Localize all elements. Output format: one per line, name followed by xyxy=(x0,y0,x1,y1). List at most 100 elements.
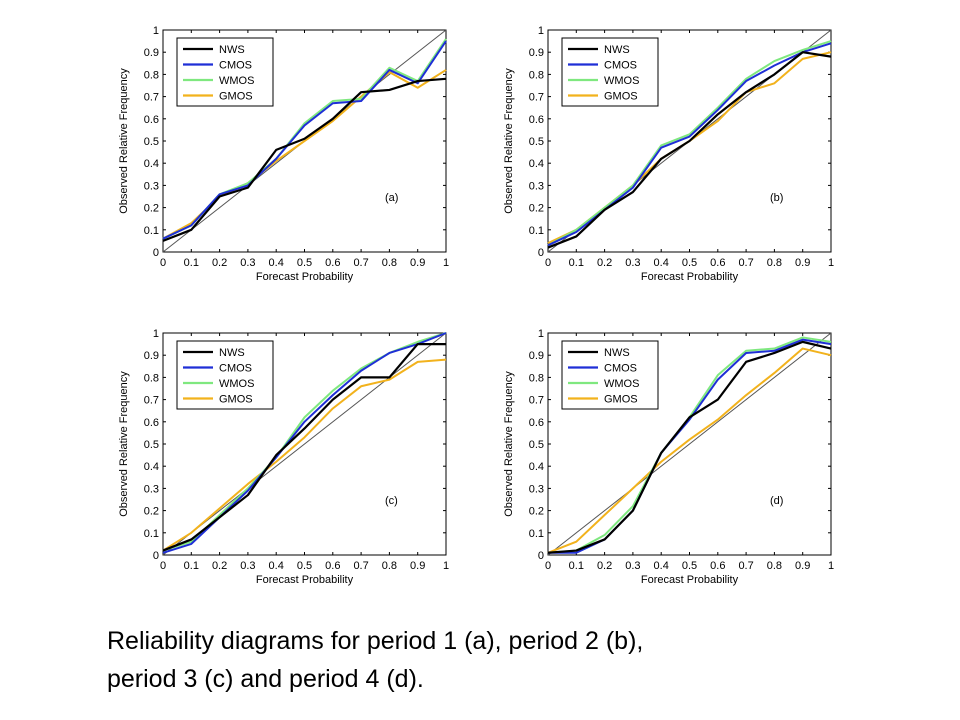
y-tick-label: 0.6 xyxy=(529,114,544,126)
y-tick-label: 0.7 xyxy=(144,92,159,104)
caption-line-1: Reliability diagrams for period 1 (a), p… xyxy=(107,627,644,655)
caption-line-2: period 3 (c) and period 4 (d). xyxy=(107,665,424,693)
legend-label-wmos: WMOS xyxy=(604,75,639,87)
y-tick-label: 0.6 xyxy=(529,417,544,429)
reliability-diagrams-figure: 0 0.1 0.2 0.3 0.4 0.5 0.6 0.7 0.8 0.9 1 0 0.1 0.2 0.3 0… xyxy=(118,25,834,586)
y-tick-label: 0.1 xyxy=(529,528,544,540)
y-tick-label: 0.9 xyxy=(144,47,159,59)
y-tick-label: 0.4 xyxy=(529,461,544,473)
legend-label-wmos: WMOS xyxy=(604,378,639,390)
y-tick-label: 0 xyxy=(538,550,544,562)
legend-label-nws: NWS xyxy=(219,347,245,359)
y-tick-label: 0.5 xyxy=(529,439,544,451)
series-line-nws xyxy=(162,343,446,552)
y-tick-label: 0.8 xyxy=(529,69,544,81)
x-tick-label: 0.2 xyxy=(212,257,227,269)
x-tick-label: 0.3 xyxy=(625,560,640,572)
perfect-reliability-diagonal xyxy=(547,332,832,556)
x-tick-label: 0.9 xyxy=(795,257,810,269)
x-axis-label: Forecast Probability xyxy=(641,271,739,283)
legend-label-gmos: GMOS xyxy=(219,91,253,103)
legend-label-nws: NWS xyxy=(604,44,630,56)
y-tick-label: 0.5 xyxy=(144,439,159,451)
x-tick-label: 0.3 xyxy=(625,257,640,269)
y-tick-label: 0.3 xyxy=(529,483,544,495)
x-tick-label: 0.3 xyxy=(240,560,255,572)
legend-label-cmos: CMOS xyxy=(219,363,252,375)
x-tick-label: 0.5 xyxy=(297,257,312,269)
y-tick-label: 1 xyxy=(153,25,159,37)
y-tick-label: 0 xyxy=(153,247,159,259)
x-tick-label: 0.7 xyxy=(738,560,753,572)
y-tick-label: 0.4 xyxy=(529,158,544,170)
legend-label-gmos: GMOS xyxy=(604,91,638,103)
y-tick-label: 1 xyxy=(538,25,544,37)
x-tick-label: 0.4 xyxy=(269,257,284,269)
x-axis-label: Forecast Probability xyxy=(256,574,354,586)
series-line-nws xyxy=(547,340,832,554)
y-tick-label: 0 xyxy=(153,550,159,562)
y-tick-label: 0.7 xyxy=(529,395,544,407)
x-tick-label: 0.2 xyxy=(597,257,612,269)
x-tick-label: 1 xyxy=(443,560,449,572)
x-tick-label: 0.2 xyxy=(597,560,612,572)
legend-label-nws: NWS xyxy=(219,44,245,56)
series-line-nws xyxy=(547,51,832,249)
x-tick-label: 0.3 xyxy=(240,257,255,269)
y-tick-label: 0.1 xyxy=(529,225,544,237)
x-tick-label: 0.6 xyxy=(710,257,725,269)
x-tick-label: 1 xyxy=(443,257,449,269)
x-tick-label: 0.4 xyxy=(654,560,669,572)
x-tick-label: 1 xyxy=(828,257,834,269)
y-tick-label: 0.3 xyxy=(529,180,544,192)
x-tick-label: 0.5 xyxy=(297,560,312,572)
y-tick-label: 0.9 xyxy=(529,350,544,362)
y-tick-label: 0.8 xyxy=(144,372,159,384)
x-axis-label: Forecast Probability xyxy=(641,574,739,586)
x-axis-label: Forecast Probability xyxy=(256,271,354,283)
panel-label: (b) xyxy=(770,192,783,204)
x-tick-label: 0.6 xyxy=(325,257,340,269)
legend-label-gmos: GMOS xyxy=(219,394,253,406)
y-axis-label: Observed Relative Frequency xyxy=(118,371,130,517)
y-tick-label: 0.3 xyxy=(144,483,159,495)
y-tick-label: 1 xyxy=(153,328,159,340)
x-tick-label: 0.1 xyxy=(184,257,199,269)
series-line-gmos xyxy=(162,358,447,552)
x-tick-label: 0.7 xyxy=(353,257,368,269)
series-line-gmos xyxy=(547,347,832,554)
y-tick-label: 0.2 xyxy=(529,506,544,518)
legend-label-cmos: CMOS xyxy=(604,60,637,72)
x-tick-label: 0.8 xyxy=(767,257,782,269)
x-tick-label: 0.5 xyxy=(682,257,697,269)
y-tick-label: 0.7 xyxy=(529,92,544,104)
y-tick-label: 0.5 xyxy=(529,136,544,148)
x-tick-label: 0.4 xyxy=(654,257,669,269)
y-tick-label: 0.8 xyxy=(529,372,544,384)
y-tick-label: 0.4 xyxy=(144,158,159,170)
y-tick-label: 0.4 xyxy=(144,461,159,473)
y-tick-label: 0.7 xyxy=(144,395,159,407)
x-tick-label: 0.9 xyxy=(410,257,425,269)
y-tick-label: 1 xyxy=(538,328,544,340)
y-tick-label: 0.9 xyxy=(144,350,159,362)
x-tick-label: 0.8 xyxy=(382,560,397,572)
panel-label: (d) xyxy=(770,495,783,507)
legend-label-wmos: WMOS xyxy=(219,75,254,87)
x-tick-label: 0.2 xyxy=(212,560,227,572)
legend-label-cmos: CMOS xyxy=(219,60,252,72)
y-tick-label: 0.3 xyxy=(144,180,159,192)
x-tick-label: 0.9 xyxy=(410,560,425,572)
series-line-cmos xyxy=(162,40,447,240)
legend-label-nws: NWS xyxy=(604,347,630,359)
x-tick-label: 0 xyxy=(545,257,551,269)
x-tick-label: 0.8 xyxy=(382,257,397,269)
y-tick-label: 0.2 xyxy=(529,203,544,215)
y-axis-label: Observed Relative Frequency xyxy=(503,68,515,214)
y-tick-label: 0.2 xyxy=(144,203,159,215)
chart-panel-1: 0 0.1 0.2 0.3 0.4 0.5 0.6 0.7 0.8 0.9 1 0 0.1 0.2 0.3 0… xyxy=(118,25,449,283)
legend-label-wmos: WMOS xyxy=(219,378,254,390)
y-tick-label: 0.1 xyxy=(144,528,159,540)
y-axis-label: Observed Relative Frequency xyxy=(503,371,515,517)
figure-caption: Reliability diagrams for period 1 (a), p… xyxy=(107,622,927,698)
